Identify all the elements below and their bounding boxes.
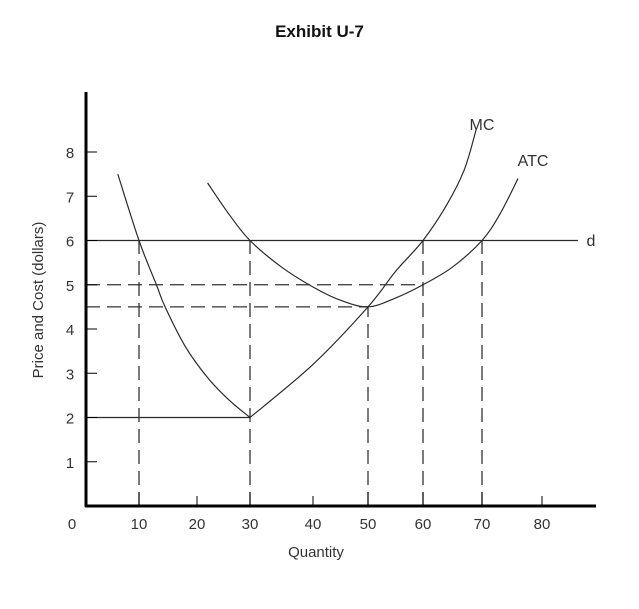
atc-label: ATC <box>518 153 549 170</box>
y-tick-label: 8 <box>66 145 74 162</box>
x-tick-label: 10 <box>131 516 148 533</box>
reference-lines <box>86 240 483 506</box>
y-tick-label: 1 <box>66 455 74 472</box>
x-tick-label: 80 <box>534 516 551 533</box>
mc-label: MC <box>470 117 495 134</box>
chart-title: Exhibit U-7 <box>275 22 364 41</box>
y-tick-label: 7 <box>66 189 74 206</box>
x-tick-label: 60 <box>415 516 432 533</box>
y-tick-label: 2 <box>66 411 74 428</box>
x-tick-label: 40 <box>305 516 322 533</box>
y-tick-label: 6 <box>66 234 74 251</box>
y-tick-label: 4 <box>66 322 74 339</box>
x-tick-label: 0 <box>68 516 76 533</box>
axis-ticks: 0 10 20 30 40 50 60 70 80 1 2 3 4 5 6 7 8 <box>66 145 551 533</box>
x-axis-label: Quantity <box>288 544 344 561</box>
d-label: d <box>587 233 596 250</box>
x-tick-label: 50 <box>360 516 377 533</box>
atc-curve <box>207 178 519 308</box>
y-tick-label: 5 <box>66 278 74 295</box>
mc-curve-falling <box>117 173 251 418</box>
x-tick-label: 30 <box>242 516 259 533</box>
curve-labels: MC ATC d <box>470 117 596 250</box>
cost-curves <box>86 129 578 418</box>
axes <box>84 92 596 508</box>
y-axis-label: Price and Cost (dollars) <box>30 222 47 379</box>
mc-curve-rising <box>249 129 477 418</box>
x-tick-label: 70 <box>474 516 491 533</box>
x-tick-label: 20 <box>189 516 206 533</box>
y-tick-label: 3 <box>66 366 74 383</box>
